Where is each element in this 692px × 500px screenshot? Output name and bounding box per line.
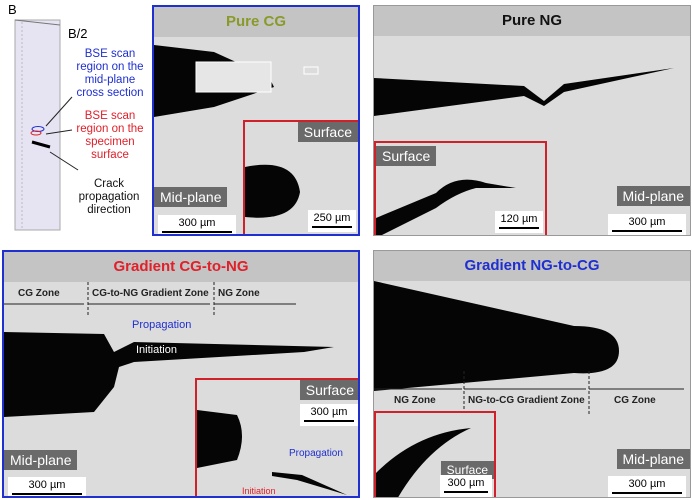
panel-title: Pure NG xyxy=(374,6,690,36)
surface-tag: Surface xyxy=(376,146,437,166)
initiation-annotation: Initiation xyxy=(242,486,276,496)
scale-bar: 300 µm xyxy=(158,215,236,234)
zone-label: CG-to-NG Gradient Zone xyxy=(92,288,209,299)
scale-bar: 250 µm xyxy=(308,210,356,232)
scale-text: 300 µm xyxy=(628,478,666,490)
scale-text: 250 µm xyxy=(313,212,351,224)
panel-pure-cg: Pure CG Mid-plane 300 µm Surface 250 µm xyxy=(152,5,360,236)
panel-gradient-ng-to-cg: Gradient NG-to-CG NG Zone NG-to-CG Gradi… xyxy=(373,250,691,498)
zone-label: NG-to-CG Gradient Zone xyxy=(468,395,585,406)
panel-title: Gradient CG-to-NG xyxy=(4,252,358,282)
micrograph-ng-to-cg xyxy=(374,281,684,416)
zone-label: NG Zone xyxy=(218,288,260,299)
propagation-annotation: Propagation xyxy=(289,448,343,459)
propagation-annotation: Propagation xyxy=(132,319,192,331)
scale-text: 300 µm xyxy=(178,217,216,229)
panel-gradient-cg-to-ng: Gradient CG-to-NG CG Zone CG-to-NG Gradi… xyxy=(2,250,360,498)
dim-b2: B/2 xyxy=(68,26,88,41)
zone-label: CG Zone xyxy=(18,288,60,299)
dim-b: B xyxy=(8,2,17,17)
initiation-annotation: Initiation xyxy=(136,344,177,356)
scale-bar: 300 µm xyxy=(608,476,686,497)
inset-ng-to-cg: Surface 300 µm xyxy=(374,411,496,497)
panel-pure-ng: Pure NG Mid-plane 300 µm Surface 120 µm xyxy=(373,5,691,236)
surface-tag: Surface xyxy=(297,122,358,142)
scale-bar: 300 µm xyxy=(608,214,686,235)
zone-label: NG Zone xyxy=(394,395,436,406)
crack-label: Crack propagation direction xyxy=(78,178,140,216)
inset-pure-ng: Surface 120 µm xyxy=(374,141,547,235)
midplane-tag: Mid-plane xyxy=(616,449,690,469)
scale-text: 300 µm xyxy=(447,477,485,489)
inset-pure-cg: Surface 250 µm xyxy=(243,120,358,234)
micrograph-pure-ng xyxy=(374,68,674,116)
scale-text: 300 µm xyxy=(310,406,348,418)
scale-text: 300 µm xyxy=(28,479,66,491)
micrograph-pure-cg xyxy=(154,45,319,117)
midplane-tag: Mid-plane xyxy=(154,187,228,207)
scale-text: 300 µm xyxy=(628,216,666,228)
scale-text: 120 µm xyxy=(500,213,538,225)
scale-bar: 300 µm xyxy=(8,477,86,496)
surface-label: BSE scan region on the specimen surface xyxy=(76,110,144,161)
scale-bar: 300 µm xyxy=(440,475,492,497)
panel-title: Pure CG xyxy=(154,7,358,37)
specimen-drawing xyxy=(14,19,79,231)
midplane-label: BSE scan region on the mid-plane cross s… xyxy=(76,48,144,99)
panel-title: Gradient NG-to-CG xyxy=(374,251,690,281)
scale-bar: 120 µm xyxy=(495,211,543,233)
surface-tag: Surface xyxy=(299,380,358,400)
scale-bar: 300 µm xyxy=(300,404,358,426)
midplane-tag: Mid-plane xyxy=(616,186,690,206)
specimen-schematic: B B/2 BSE scan region on the mid-plane c… xyxy=(0,0,150,240)
midplane-tag: Mid-plane xyxy=(4,450,78,470)
zone-label: CG Zone xyxy=(614,395,656,406)
inset-cg-to-ng: Surface 300 µm Propagation Initiation xyxy=(195,378,358,496)
surface-tag: Surface xyxy=(440,461,494,479)
micrograph-cg-to-ng xyxy=(4,282,334,417)
